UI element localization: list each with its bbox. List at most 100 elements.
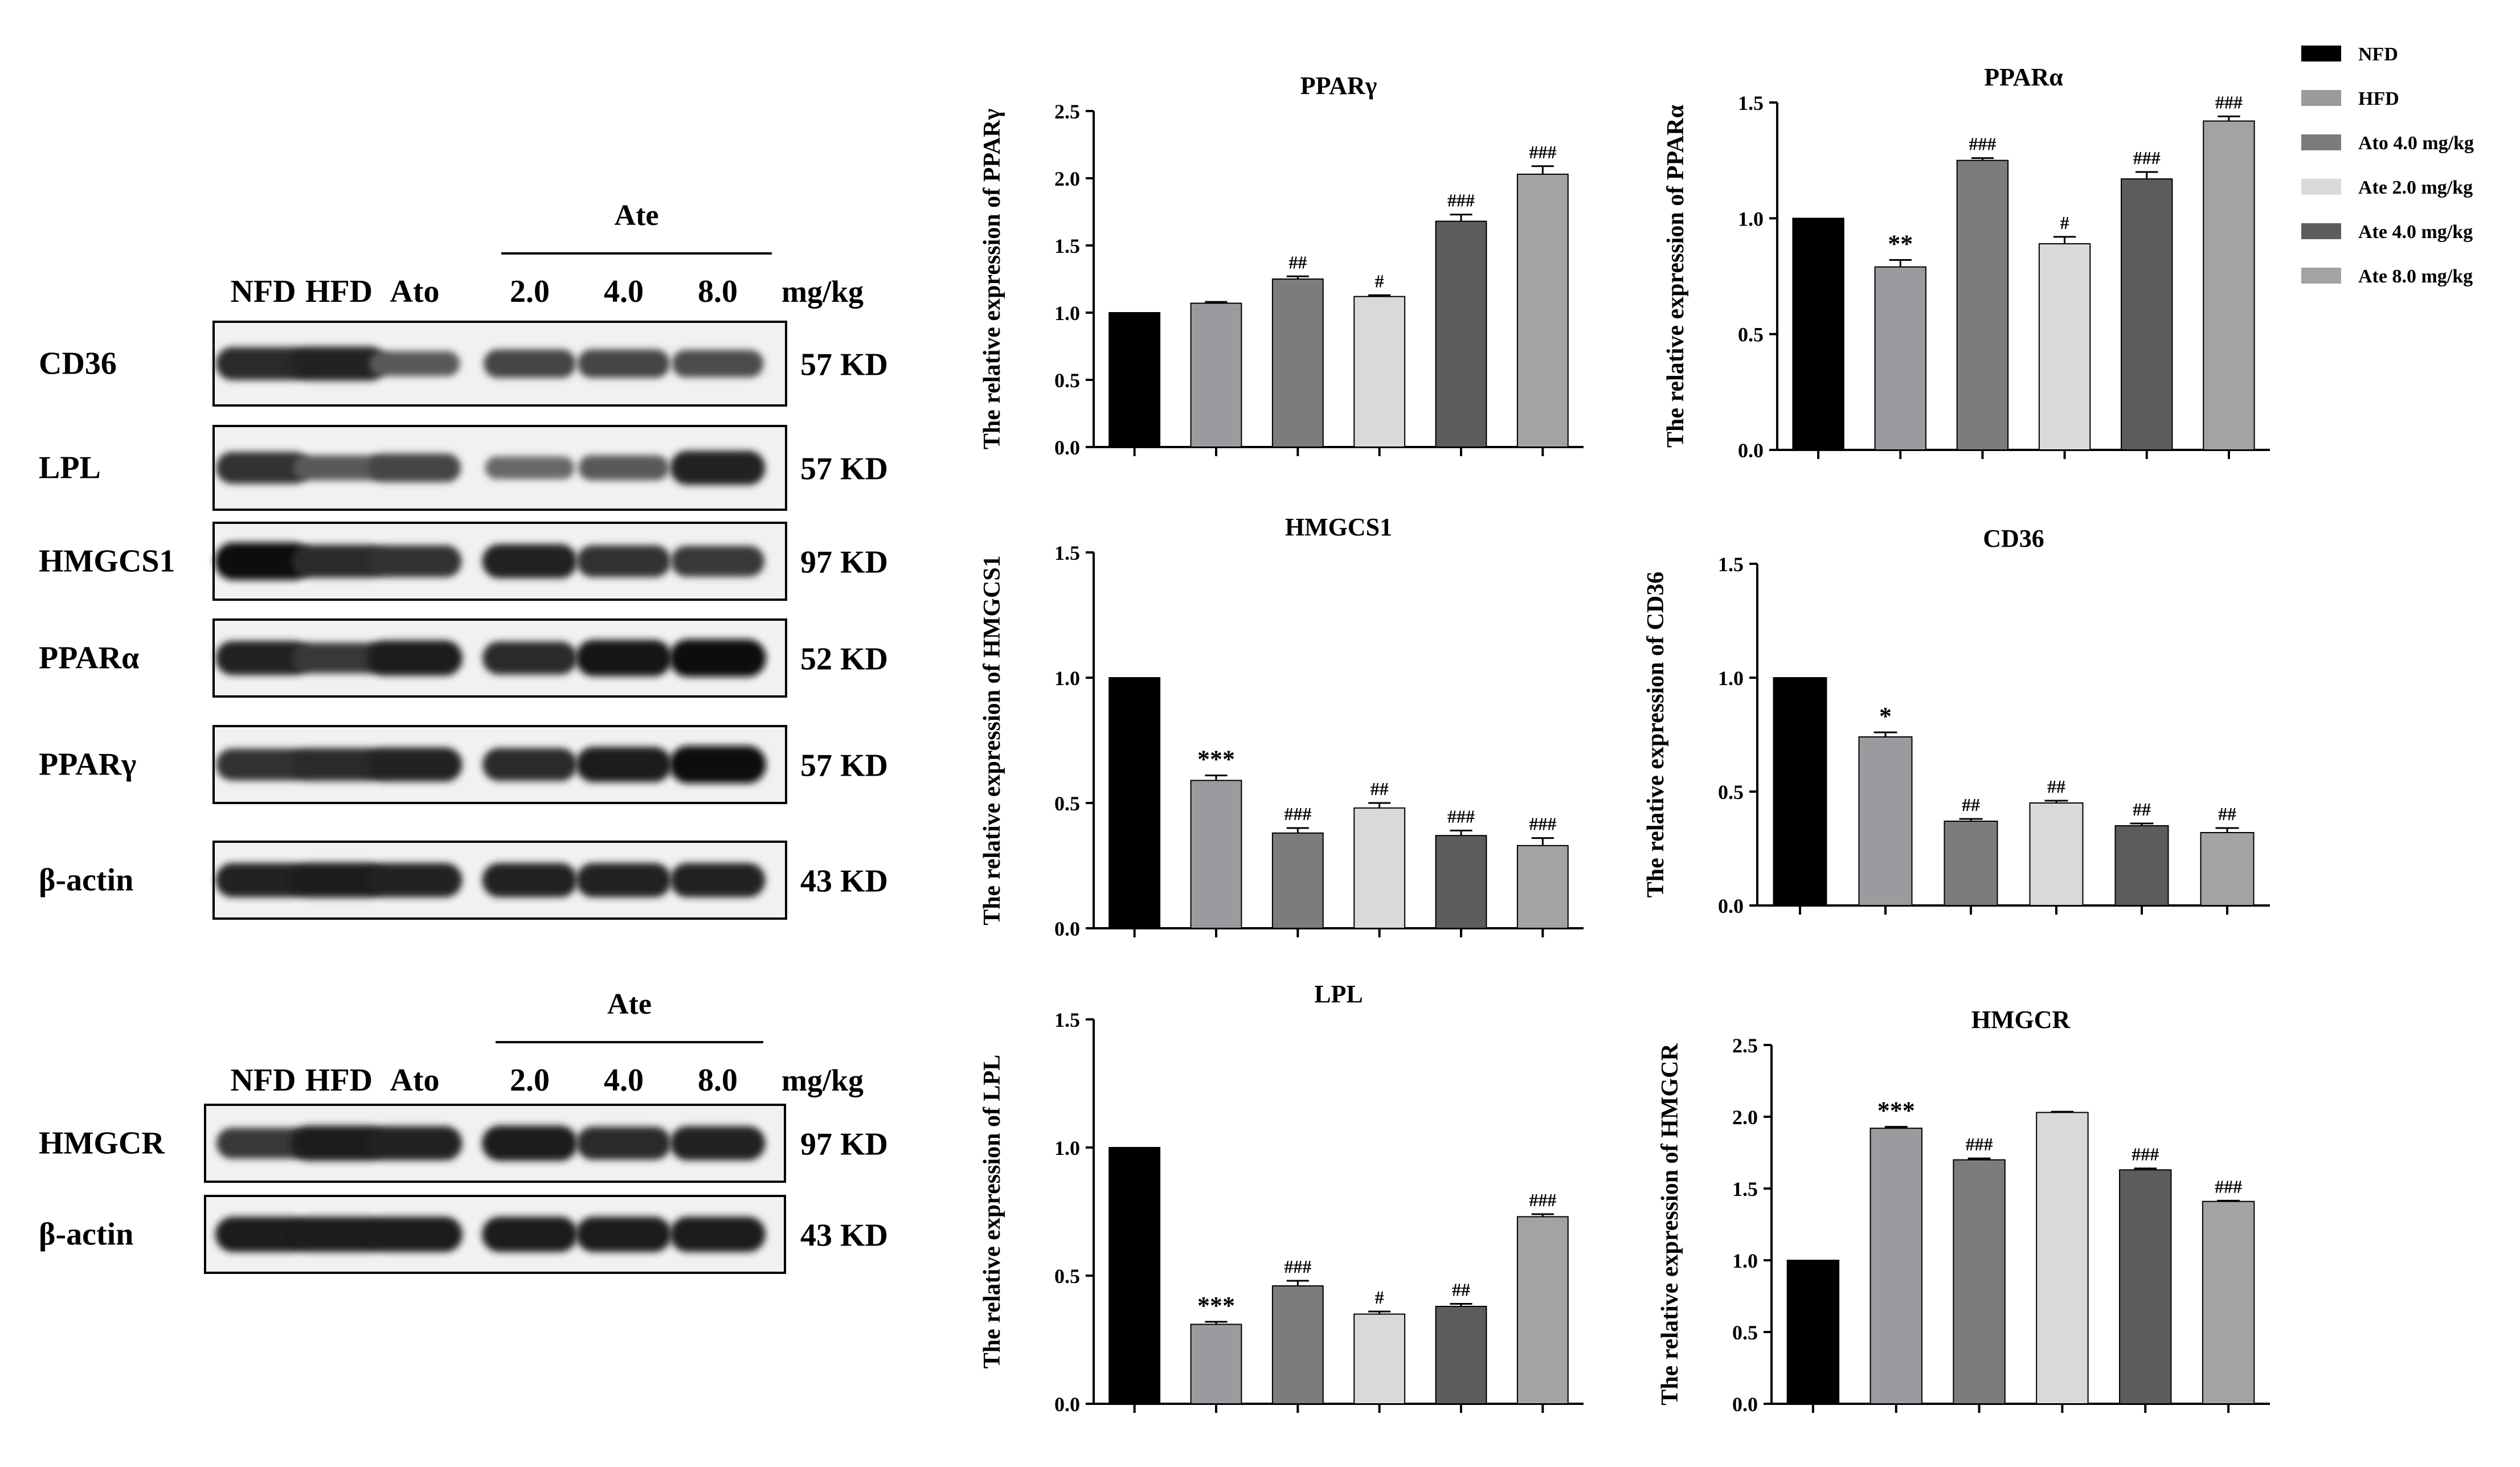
western-blot-2: Ate NFD HFD Ato 2.0 4.0 8.0 mg/kg HMGCR 97 KD β-ac… <box>39 988 888 1274</box>
blot-lane-header: NFD <box>230 1063 296 1098</box>
legend-swatch <box>2301 90 2341 106</box>
blot-size-label: 43 KD <box>800 864 888 899</box>
significance-label: ** <box>1888 230 1913 258</box>
bar <box>1516 845 1569 929</box>
significance-label: # <box>1375 271 1384 291</box>
y-tick-label: 1.0 <box>1054 1137 1080 1159</box>
y-tick-label: 1.0 <box>1738 207 1764 230</box>
blot-band <box>216 748 310 781</box>
bar <box>1353 807 1406 929</box>
y-tick-label: 2.5 <box>1054 100 1080 123</box>
blot-band <box>369 453 461 482</box>
blot-band <box>215 863 311 898</box>
blot-band <box>669 639 766 677</box>
y-axis-label: The relative expression of LPL <box>979 1055 1005 1368</box>
bar <box>1516 173 1569 448</box>
y-tick-label: 1.5 <box>1054 235 1080 257</box>
bar <box>1773 677 1827 906</box>
legend-swatch <box>2301 46 2341 62</box>
blot-size-label: 52 KD <box>800 642 888 677</box>
blot-row: β-actin 43 KD <box>39 841 888 920</box>
blot-band <box>670 1216 766 1252</box>
bar <box>1271 1285 1324 1404</box>
bar <box>2202 1200 2255 1404</box>
legend-item: Ato 4.0 mg/kg <box>2301 133 2474 154</box>
y-tick-label: 1.5 <box>1738 92 1764 114</box>
legend-label: Ate 8.0 mg/kg <box>2358 266 2473 287</box>
bar-chart-HMGCS1: HMGCS1 The relative expression of HMGCS1 0… <box>979 513 1584 940</box>
blot-group-label: Ate <box>607 988 652 1021</box>
bar <box>1108 677 1161 929</box>
y-tick-label: 1.5 <box>1054 542 1080 564</box>
y-tick-label: 1.5 <box>1732 1178 1758 1200</box>
blot-band <box>576 1126 671 1160</box>
bar <box>2121 178 2173 450</box>
significance-label: ## <box>2218 804 2236 824</box>
y-tick-label: 1.0 <box>1732 1249 1758 1272</box>
blot-band <box>482 544 578 579</box>
blot-unit-label: mg/kg <box>782 274 864 309</box>
blot-protein-label: HMGCS1 <box>39 544 175 579</box>
y-tick-label: 2.5 <box>1732 1034 1758 1057</box>
blot-band <box>367 640 463 676</box>
bar <box>1108 312 1161 448</box>
y-tick-label: 1.0 <box>1718 667 1744 690</box>
blot-band <box>672 350 764 378</box>
y-tick-label: 0.0 <box>1054 1393 1080 1416</box>
blot-lane-header: 8.0 <box>698 274 738 309</box>
significance-label: ### <box>1966 1134 1993 1154</box>
legend-label: Ate 2.0 mg/kg <box>2358 177 2473 198</box>
western-blot-panel: Ate NFD HFD Ato 2.0 4.0 8.0 mg/kg CD36 57 KD LPL 57… <box>39 199 888 1274</box>
bar <box>2114 825 2169 906</box>
blot-protein-label: β-actin <box>39 1217 133 1252</box>
bar <box>1435 220 1487 448</box>
y-axis-label: The relative expression of CD36 <box>1643 572 1669 898</box>
blot-protein-label: β-actin <box>39 863 133 898</box>
bar <box>2036 1112 2089 1404</box>
blot-band <box>482 1216 578 1252</box>
legend-label: Ate 4.0 mg/kg <box>2358 222 2473 243</box>
blot-lane-header: 2.0 <box>510 1063 550 1098</box>
bar-chart-HMGCR: HMGCR The relative expression of HMGCR 0.0… <box>1657 1006 2270 1416</box>
blot-lane-header: 2.0 <box>510 274 550 309</box>
blot-row: HMGCS1 97 KD <box>39 522 888 601</box>
western-blot-1: Ate NFD HFD Ato 2.0 4.0 8.0 mg/kg CD36 57 KD LPL 57… <box>39 199 888 920</box>
blot-protein-label: HMGCR <box>39 1126 165 1161</box>
significance-label: ### <box>1529 142 1556 162</box>
significance-label: *** <box>1877 1097 1915 1125</box>
blot-band <box>216 452 310 484</box>
bar <box>1190 302 1242 448</box>
significance-label: * <box>1879 702 1892 730</box>
chart-title: HMGCS1 <box>1285 513 1392 541</box>
bar <box>1190 780 1242 929</box>
y-axis-label: The relative expression of HMGCS1 <box>979 555 1005 925</box>
blot-band <box>291 1216 387 1252</box>
bar <box>1792 218 1844 450</box>
bar <box>1869 1128 1922 1405</box>
bar <box>1435 1306 1487 1404</box>
significance-label: ### <box>1447 190 1475 211</box>
significance-label: ## <box>1371 778 1389 799</box>
blot-band <box>291 346 387 381</box>
legend-label: HFD <box>2358 88 2399 109</box>
bar <box>1944 821 1998 906</box>
bar <box>1108 1147 1161 1404</box>
significance-label: ### <box>2132 1144 2159 1165</box>
significance-label: ## <box>1962 794 1980 815</box>
significance-label: # <box>2060 212 2069 233</box>
significance-label: ## <box>1288 252 1307 272</box>
y-axis-label: The relative expression of PPARγ <box>979 109 1005 450</box>
significance-label: ## <box>1452 1280 1470 1300</box>
chart-title: CD36 <box>1983 524 2044 552</box>
blot-band <box>216 347 310 380</box>
blot-row: CD36 57 KD <box>39 321 888 407</box>
chart-title: LPL <box>1314 980 1363 1008</box>
blot-band <box>215 641 311 675</box>
legend-item: Ate 2.0 mg/kg <box>2301 177 2473 198</box>
y-axis-label: The relative expression of PPARα <box>1663 104 1689 448</box>
blot-lane-header: 4.0 <box>604 1063 644 1098</box>
y-axis-label: The relative expression of HMGCR <box>1657 1043 1683 1405</box>
legend-label: NFD <box>2358 44 2398 65</box>
blot-band <box>578 349 670 378</box>
